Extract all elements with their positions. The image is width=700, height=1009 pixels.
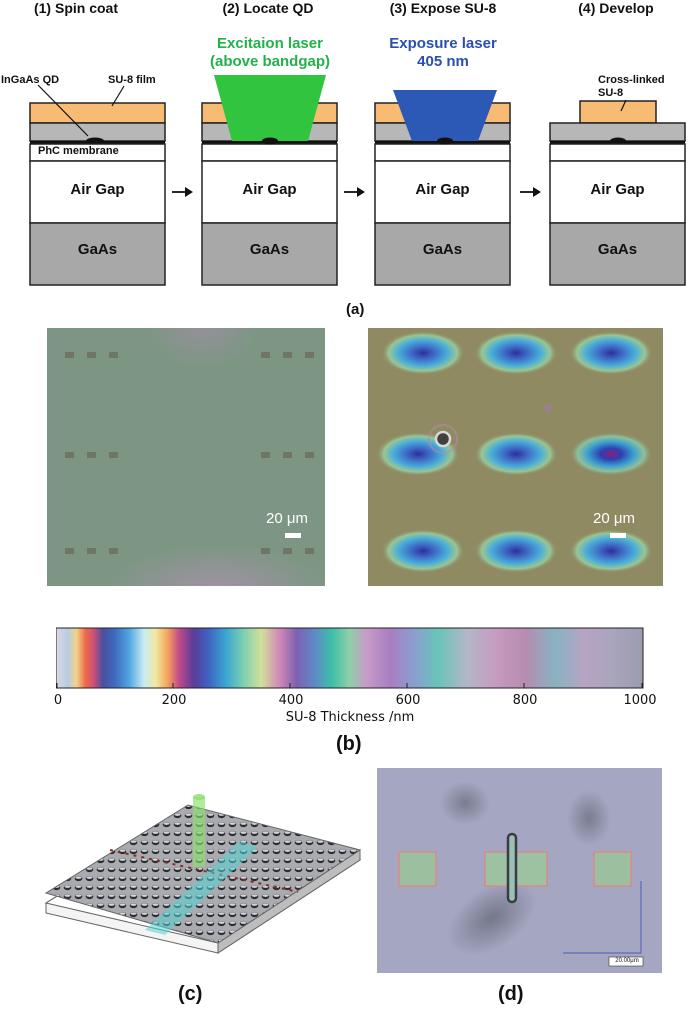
crosslinked-su8-label: Cross-linked SU-8 [598,74,665,100]
gaas-layer [29,222,166,286]
cavity-row-marks [65,352,314,554]
scale-bar-right [610,533,626,538]
colorbar-title: SU-8 Thickness /nm [285,710,415,725]
stage-3-stack [374,90,511,286]
crosslinked-line2: SU-8 [598,87,624,99]
tick-200: 200 [161,693,187,708]
air-gap-label-4: Air Gap [590,181,645,198]
scale-label-right: 20 μm [593,510,635,527]
cavity-defect-line [109,849,299,893]
caption-b: (b) [336,733,362,755]
su8-waveguide [506,832,518,904]
process-flow-diagram [29,75,686,286]
excitation-laser-line1: Excitaion laser [217,35,323,52]
scale-box [608,956,644,967]
air-gap-label-3: Air Gap [415,181,470,198]
exposure-laser-beam [393,90,497,141]
caption-a: (a) [346,301,365,318]
excitation-laser-label: Excitaion laser (above bandgap) [190,35,350,71]
caption-c: (c) [178,983,203,1005]
air-gap-label-2: Air Gap [242,181,297,198]
exposure-laser-label: Exposure laser 405 nm [368,35,518,71]
scale-axis [563,881,642,954]
micrograph-right [368,328,663,586]
air-gap-label-1: Air Gap [70,181,125,198]
laser-column [193,797,205,867]
tick-1000: 1000 [623,693,657,708]
su8-film-label: SU-8 film [108,74,156,86]
excitation-laser-beam [214,75,326,141]
gaas-label-1: GaAs [77,241,118,258]
caption-d: (d) [498,983,524,1005]
stage-1-stack [29,84,166,286]
micrograph-d [377,768,662,973]
su8-waveguide-bar [145,841,258,935]
thickness-colorbar [56,627,644,689]
crosslinked-line1: Cross-linked [598,74,665,86]
qd-pointer-line [37,84,89,137]
phc-3d-rendering [44,794,362,954]
gaas-label-4: GaAs [597,241,638,258]
scale-bar-left [285,533,301,538]
gaas-label-3: GaAs [422,241,463,258]
flow-arrows [172,187,541,197]
stage-2-title: (2) Locate QD [222,0,314,16]
micrograph-left [47,328,325,586]
stage-4-title: (4) Develop [578,0,654,16]
tick-400: 400 [278,693,304,708]
stage-4-stack [549,99,686,286]
su8-pointer-line [111,85,125,107]
stage-1-title: (1) Spin coat [33,0,118,16]
tick-800: 800 [512,693,538,708]
tick-0: 0 [53,693,63,708]
scale-label-left: 20 μm [266,510,308,527]
ingaas-qd-label: InGaAs QD [1,74,60,86]
colorbar-ticks [56,683,643,688]
su8-film-layer [29,102,166,124]
exposure-laser-line2: 405 nm [417,53,469,70]
excitation-laser-line2: (above bandgap) [209,53,330,70]
crosslinked-su8-block [579,100,657,124]
scale-label-d: 20.00μm [615,958,639,964]
exposed-spots [376,331,653,573]
pad-right [593,851,632,887]
stage-3-title: (3) Expose SU-8 [389,0,497,16]
pad-left [398,851,437,887]
stage-2-stack [201,75,338,286]
tick-600: 600 [395,693,421,708]
exposure-laser-line1: Exposure laser [389,35,497,52]
gaas-label-2: GaAs [249,241,290,258]
qd-marker [434,430,452,448]
phc-membrane-label: PhC membrane [38,145,119,157]
